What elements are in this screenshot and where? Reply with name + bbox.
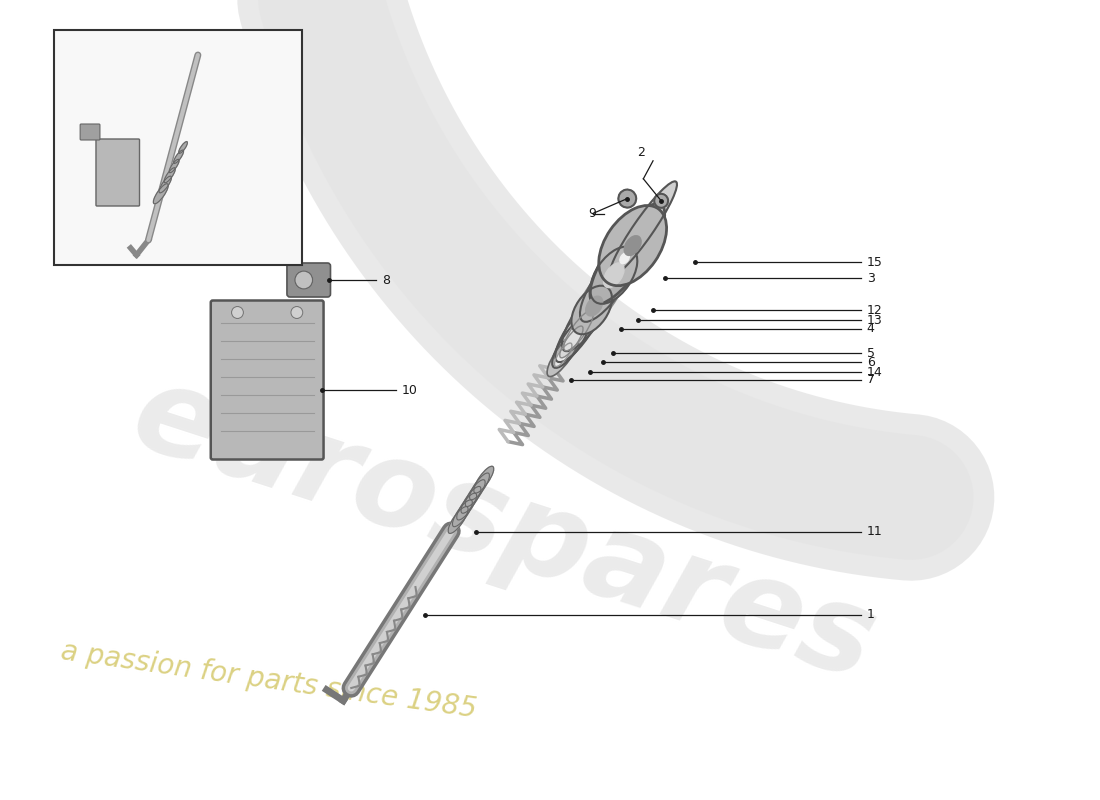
Text: 12: 12	[867, 304, 882, 317]
Ellipse shape	[470, 473, 490, 500]
Ellipse shape	[620, 253, 629, 264]
Text: 2: 2	[637, 146, 645, 159]
Text: 4: 4	[867, 322, 875, 335]
Ellipse shape	[174, 150, 184, 163]
Ellipse shape	[160, 176, 172, 193]
Ellipse shape	[169, 159, 179, 173]
Text: 10: 10	[402, 383, 418, 397]
FancyBboxPatch shape	[80, 124, 100, 140]
Ellipse shape	[461, 486, 481, 514]
Ellipse shape	[580, 242, 639, 322]
Ellipse shape	[591, 246, 637, 304]
Ellipse shape	[295, 271, 312, 289]
Ellipse shape	[590, 204, 664, 304]
Ellipse shape	[552, 316, 591, 368]
Ellipse shape	[556, 299, 602, 362]
Ellipse shape	[562, 280, 615, 351]
Ellipse shape	[474, 466, 494, 493]
Ellipse shape	[547, 333, 580, 377]
Ellipse shape	[571, 286, 612, 334]
FancyBboxPatch shape	[96, 139, 140, 206]
Ellipse shape	[654, 194, 668, 208]
Ellipse shape	[604, 263, 624, 288]
Ellipse shape	[624, 236, 641, 255]
Ellipse shape	[452, 500, 472, 526]
Ellipse shape	[560, 326, 583, 358]
Ellipse shape	[554, 343, 572, 366]
FancyBboxPatch shape	[211, 301, 323, 459]
Ellipse shape	[564, 310, 593, 350]
Ellipse shape	[178, 142, 187, 154]
Bar	[54, 30, 301, 265]
Ellipse shape	[153, 184, 168, 204]
Circle shape	[290, 306, 303, 318]
Circle shape	[231, 306, 243, 318]
Text: 9: 9	[587, 207, 596, 220]
Ellipse shape	[465, 480, 485, 506]
Text: 8: 8	[382, 274, 389, 286]
Text: 7: 7	[867, 373, 875, 386]
Ellipse shape	[609, 182, 676, 276]
Text: 3: 3	[867, 272, 875, 285]
FancyBboxPatch shape	[287, 263, 330, 297]
Text: 11: 11	[867, 526, 882, 538]
Text: 5: 5	[867, 347, 875, 360]
Ellipse shape	[658, 194, 667, 205]
Ellipse shape	[456, 493, 476, 520]
Text: 13: 13	[867, 314, 882, 327]
Text: 6: 6	[867, 356, 875, 369]
Text: 14: 14	[867, 366, 882, 378]
Ellipse shape	[448, 506, 469, 534]
Text: eurospares: eurospares	[119, 355, 890, 705]
Text: 15: 15	[867, 256, 882, 269]
Ellipse shape	[618, 190, 636, 207]
Text: 1: 1	[867, 609, 875, 622]
Ellipse shape	[598, 206, 667, 286]
Text: a passion for parts since 1985: a passion for parts since 1985	[59, 637, 478, 723]
Ellipse shape	[586, 296, 603, 316]
Ellipse shape	[164, 168, 175, 182]
